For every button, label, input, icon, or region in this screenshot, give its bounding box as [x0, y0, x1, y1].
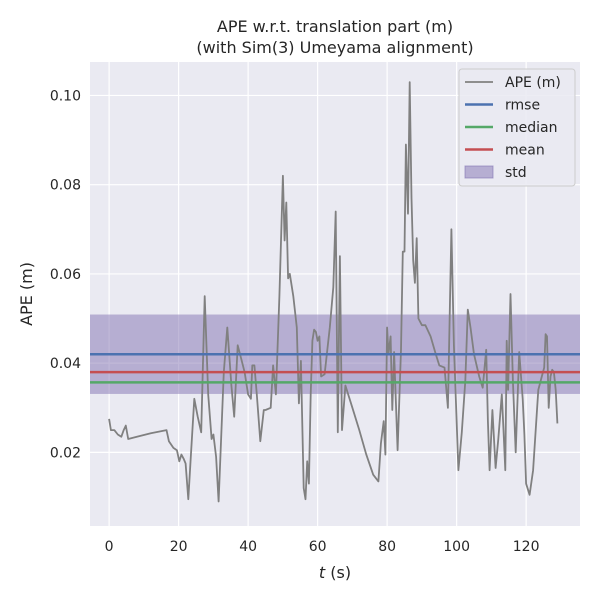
legend-label: median: [505, 120, 557, 136]
x-tick-label: 100: [443, 539, 470, 555]
y-tick-label: 0.08: [50, 178, 81, 194]
x-tick-label: 80: [378, 539, 396, 555]
x-tick-label: 0: [105, 539, 114, 555]
legend-label: rmse: [505, 98, 540, 114]
chart-title-line-1: APE w.r.t. translation part (m): [217, 17, 453, 36]
y-tick-label: 0.04: [50, 356, 81, 372]
ape-series-line: [108, 81, 559, 503]
x-axis-label: t (s): [319, 563, 351, 582]
x-tick-label: 120: [513, 539, 540, 555]
x-tick-label: 40: [239, 539, 257, 555]
y-tick-label: 0.10: [50, 88, 81, 104]
legend-box: [458, 68, 576, 187]
chart-title-line-2: (with Sim(3) Umeyama alignment): [196, 38, 473, 57]
x-axis-label-variable: t: [319, 563, 326, 582]
y-axis-label: APE (m): [17, 262, 36, 326]
legend: APE (m) rmse median mean std: [458, 68, 576, 187]
legend-label: APE (m): [505, 75, 561, 91]
x-tick-label: 60: [309, 539, 327, 555]
legend-label: std: [505, 165, 527, 181]
y-tick-label: 0.02: [50, 445, 81, 461]
x-tick-label: 20: [170, 539, 188, 555]
legend-label: mean: [505, 143, 545, 159]
tick-labels: 0 20 40 60 80 100 120 0.02 0.04 0.06 0.08 0.10: [50, 88, 540, 555]
legend-swatch-std: [464, 165, 494, 179]
x-axis-label-unit: (s): [325, 563, 351, 582]
y-tick-label: 0.06: [50, 267, 81, 283]
plot-layer: [90, 81, 580, 503]
